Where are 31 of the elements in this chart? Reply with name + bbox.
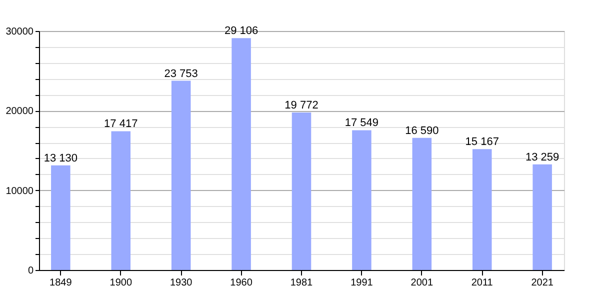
data-label: 16 590: [405, 124, 439, 137]
x-tick-label: 1849: [50, 278, 72, 288]
data-label: 17 549: [344, 117, 379, 130]
x-tick-label: 1900: [110, 278, 132, 288]
bar: [171, 80, 191, 270]
data-label: 13 130: [44, 152, 78, 164]
data-label: 19 772: [284, 99, 318, 112]
bar: [412, 138, 432, 270]
data-label: 17 417: [104, 118, 138, 130]
data-label: 15 167: [465, 136, 499, 148]
bar: [472, 149, 492, 270]
y-tick-label: 20000: [6, 106, 34, 118]
data-label: 13 259: [526, 151, 560, 164]
bar: [532, 164, 552, 270]
y-tick-label: 0: [28, 266, 34, 276]
data-label: 23 753: [164, 68, 198, 80]
x-tick-label: 1991: [350, 278, 374, 288]
data-label: 29 106: [224, 25, 258, 38]
y-tick-label: 30000: [6, 26, 34, 38]
x-tick-label: 2001: [410, 278, 434, 288]
x-tick-label: 1960: [230, 278, 253, 288]
bar: [51, 165, 70, 270]
x-tick-label: 2021: [531, 278, 554, 288]
bar: [352, 130, 372, 270]
x-tick-label: 1930: [170, 278, 193, 288]
x-tick-label: 1981: [290, 278, 314, 288]
bar: [111, 131, 131, 270]
y-tick-label: 10000: [6, 186, 34, 197]
bar: [292, 112, 312, 270]
x-tick-label: 2011: [471, 278, 494, 288]
bar: [232, 38, 251, 270]
